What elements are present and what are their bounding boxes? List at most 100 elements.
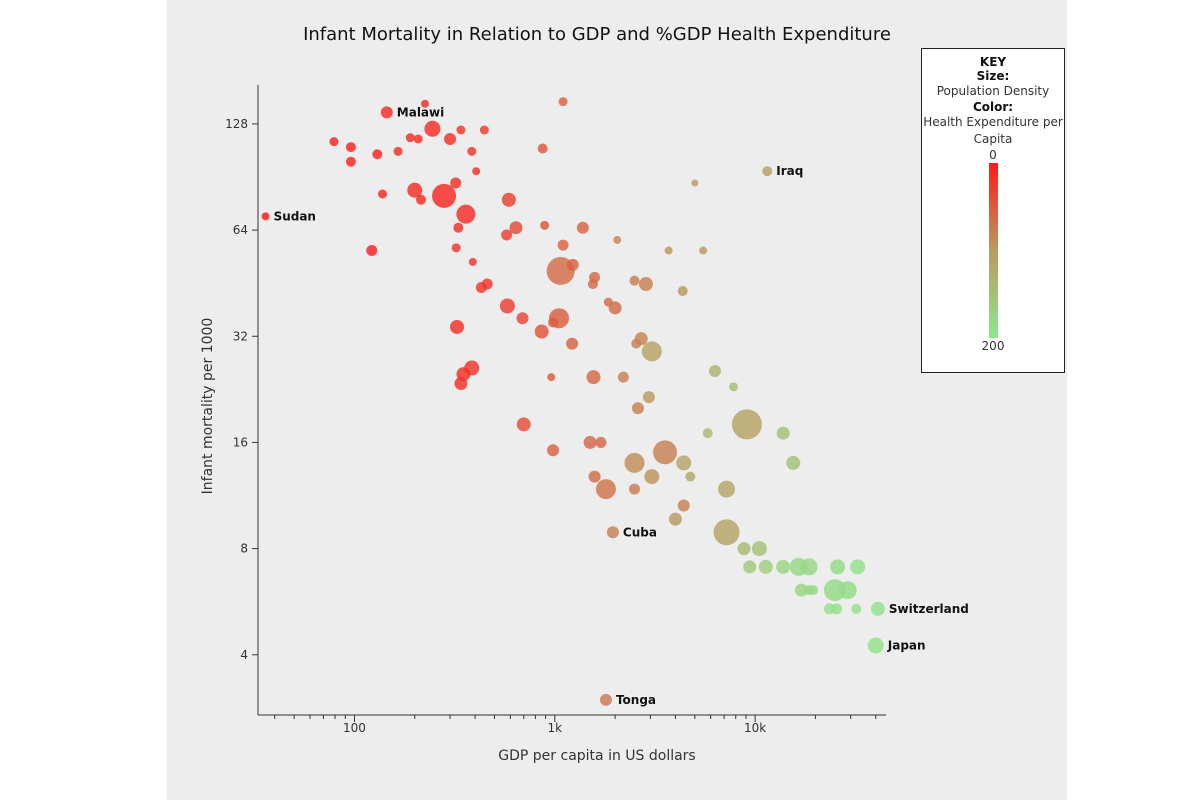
bubble[interactable] <box>501 192 516 207</box>
bubble[interactable] <box>794 583 808 597</box>
bubble[interactable] <box>677 499 690 512</box>
bubble[interactable] <box>475 281 487 293</box>
bubble[interactable] <box>699 246 708 255</box>
bubble[interactable] <box>421 99 430 108</box>
bubble[interactable] <box>751 541 767 557</box>
bubble[interactable] <box>644 469 660 485</box>
bubble[interactable] <box>718 480 736 498</box>
bubble[interactable] <box>776 559 791 574</box>
bubble[interactable] <box>831 603 843 615</box>
bubble-malawi[interactable] <box>380 106 393 119</box>
bubble[interactable] <box>450 177 462 189</box>
bubble[interactable] <box>472 167 481 176</box>
bubble[interactable] <box>413 134 423 144</box>
bubble[interactable] <box>631 338 642 349</box>
bubble[interactable] <box>537 143 548 154</box>
bubble-cuba[interactable] <box>606 526 619 539</box>
bubble[interactable] <box>534 324 549 339</box>
bubble[interactable] <box>450 319 465 334</box>
bubble[interactable] <box>558 97 568 107</box>
bubble[interactable] <box>729 382 739 392</box>
bubble-sudan[interactable] <box>261 212 270 221</box>
bubble-tonga[interactable] <box>599 693 612 706</box>
bubble[interactable] <box>416 194 427 205</box>
bubble[interactable] <box>823 579 846 602</box>
bubble[interactable] <box>547 373 556 382</box>
bubble[interactable] <box>587 279 598 290</box>
bubble[interactable] <box>624 452 645 473</box>
bubble[interactable] <box>586 370 601 385</box>
bubble[interactable] <box>499 298 515 314</box>
bubble[interactable] <box>456 125 466 135</box>
bubble[interactable] <box>516 312 529 325</box>
bubble[interactable] <box>393 146 403 156</box>
bubble-switzerland[interactable] <box>870 601 885 616</box>
bubble[interactable] <box>613 235 622 244</box>
bubble[interactable] <box>548 317 559 328</box>
bubble[interactable] <box>366 245 378 257</box>
bubble[interactable] <box>653 440 678 465</box>
bubble[interactable] <box>668 512 682 526</box>
bubble[interactable] <box>603 297 613 307</box>
bubble[interactable] <box>540 220 550 230</box>
bubble[interactable] <box>685 471 696 482</box>
bubble[interactable] <box>566 337 579 350</box>
bubble[interactable] <box>838 581 857 600</box>
bubble[interactable] <box>424 120 441 137</box>
bubble[interactable] <box>516 417 531 432</box>
bubble[interactable] <box>713 519 740 546</box>
bubble[interactable] <box>702 428 713 439</box>
bubble[interactable] <box>595 479 616 500</box>
bubble[interactable] <box>786 455 801 470</box>
bubble[interactable] <box>776 426 790 440</box>
bubble-iraq[interactable] <box>762 166 773 177</box>
bubble[interactable] <box>509 221 523 235</box>
bubble[interactable] <box>468 257 477 266</box>
bubble[interactable] <box>432 183 457 208</box>
bubble[interactable] <box>850 559 866 575</box>
bubble[interactable] <box>830 559 846 575</box>
bubble[interactable] <box>377 189 387 199</box>
bubble[interactable] <box>708 365 721 378</box>
bubble[interactable] <box>758 559 773 574</box>
bubble[interactable] <box>453 222 464 233</box>
bubble[interactable] <box>345 156 356 167</box>
bubble[interactable] <box>566 258 579 271</box>
bubble[interactable] <box>467 146 477 156</box>
bubble[interactable] <box>617 371 629 383</box>
bubble[interactable] <box>479 125 489 135</box>
bubble[interactable] <box>583 435 597 449</box>
bubble[interactable] <box>677 285 688 296</box>
bubble[interactable] <box>444 132 457 145</box>
bubble[interactable] <box>456 204 476 224</box>
bubble[interactable] <box>501 229 513 241</box>
bubble[interactable] <box>664 246 673 255</box>
bubble-japan[interactable] <box>867 637 884 654</box>
bubble[interactable] <box>329 137 339 147</box>
bubble[interactable] <box>638 277 653 292</box>
bubble[interactable] <box>629 275 640 286</box>
bubble[interactable] <box>800 558 818 576</box>
bubble[interactable] <box>737 542 751 556</box>
bubble[interactable] <box>451 243 461 253</box>
bubble[interactable] <box>641 341 662 362</box>
bubble[interactable] <box>629 483 641 495</box>
bubble[interactable] <box>642 391 655 404</box>
bubble[interactable] <box>407 182 423 198</box>
bubble[interactable] <box>743 560 757 574</box>
bubble[interactable] <box>345 142 356 153</box>
bubble[interactable] <box>372 149 383 160</box>
bubble[interactable] <box>454 377 468 391</box>
bubble[interactable] <box>576 221 589 234</box>
bubble[interactable] <box>731 409 762 440</box>
bubble[interactable] <box>595 436 607 448</box>
bubble[interactable] <box>631 402 644 415</box>
bubble[interactable] <box>691 179 699 187</box>
bubble[interactable] <box>676 455 692 471</box>
bubble[interactable] <box>588 470 601 483</box>
bubble[interactable] <box>851 603 862 614</box>
bubble[interactable] <box>547 444 560 457</box>
bubble[interactable] <box>557 239 569 251</box>
bubble[interactable] <box>808 585 819 596</box>
bubble[interactable] <box>405 133 415 143</box>
